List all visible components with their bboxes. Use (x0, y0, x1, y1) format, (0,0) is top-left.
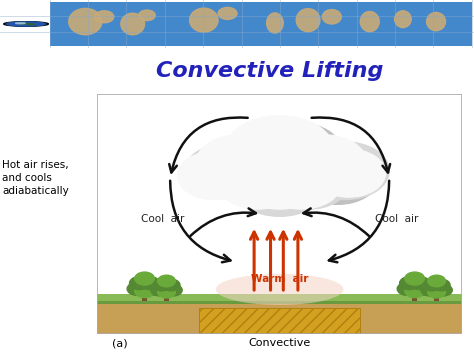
Circle shape (218, 156, 298, 209)
Ellipse shape (266, 13, 283, 33)
Circle shape (428, 286, 446, 298)
Text: (a): (a) (112, 338, 128, 349)
Circle shape (428, 275, 446, 287)
Circle shape (142, 282, 162, 295)
Bar (97, 301, 462, 304)
Text: Convective Lifting: Convective Lifting (155, 61, 383, 81)
Circle shape (435, 284, 452, 296)
Circle shape (158, 286, 175, 298)
Text: Cool  air: Cool air (141, 214, 184, 224)
Circle shape (400, 277, 419, 290)
Circle shape (15, 23, 25, 24)
Circle shape (262, 156, 342, 209)
Circle shape (410, 277, 430, 290)
Circle shape (254, 123, 342, 180)
Ellipse shape (95, 11, 114, 23)
Circle shape (162, 279, 180, 291)
Ellipse shape (296, 9, 320, 32)
Ellipse shape (216, 274, 344, 305)
Circle shape (405, 272, 425, 285)
Circle shape (280, 135, 367, 192)
Circle shape (135, 285, 155, 297)
Circle shape (140, 277, 160, 290)
Circle shape (412, 282, 432, 295)
Circle shape (127, 282, 147, 295)
Circle shape (236, 152, 323, 209)
Circle shape (200, 149, 273, 197)
Ellipse shape (121, 13, 145, 35)
Bar (142, 292, 147, 301)
Circle shape (432, 279, 450, 291)
Circle shape (221, 154, 294, 202)
Circle shape (250, 130, 338, 187)
Circle shape (423, 279, 441, 291)
Circle shape (6, 22, 46, 26)
Bar (200, 308, 360, 333)
Ellipse shape (322, 10, 341, 24)
Text: Hot air rises,
and cools
adiabatically: Hot air rises, and cools adiabatically (2, 160, 69, 196)
Bar (435, 293, 439, 301)
Circle shape (269, 156, 349, 209)
Bar (97, 302, 462, 334)
Circle shape (405, 285, 425, 297)
Circle shape (135, 272, 155, 285)
Circle shape (4, 22, 48, 26)
Circle shape (225, 116, 334, 187)
Circle shape (301, 142, 389, 200)
Bar (164, 293, 169, 301)
Text: Warm  air: Warm air (251, 274, 309, 284)
Circle shape (8, 22, 45, 26)
Ellipse shape (18, 23, 27, 24)
Ellipse shape (218, 7, 237, 20)
Ellipse shape (190, 8, 218, 32)
Circle shape (312, 149, 385, 197)
Text: Convective: Convective (248, 338, 311, 349)
Circle shape (185, 144, 265, 197)
Ellipse shape (394, 11, 411, 28)
FancyBboxPatch shape (50, 2, 472, 46)
Circle shape (298, 152, 378, 204)
Circle shape (225, 135, 298, 183)
Ellipse shape (360, 11, 379, 32)
Circle shape (232, 154, 327, 216)
Circle shape (129, 277, 149, 290)
Circle shape (221, 130, 316, 192)
Circle shape (153, 279, 171, 291)
Bar (97, 294, 462, 304)
Circle shape (196, 135, 283, 192)
Circle shape (151, 284, 169, 296)
Circle shape (232, 135, 349, 212)
Circle shape (164, 284, 182, 296)
Circle shape (421, 284, 438, 296)
Ellipse shape (427, 12, 446, 31)
Ellipse shape (138, 10, 155, 21)
Ellipse shape (69, 9, 102, 35)
Text: Cool  air: Cool air (375, 214, 418, 224)
Circle shape (397, 282, 417, 295)
Circle shape (177, 152, 250, 200)
Circle shape (158, 275, 175, 287)
Bar (412, 292, 417, 301)
